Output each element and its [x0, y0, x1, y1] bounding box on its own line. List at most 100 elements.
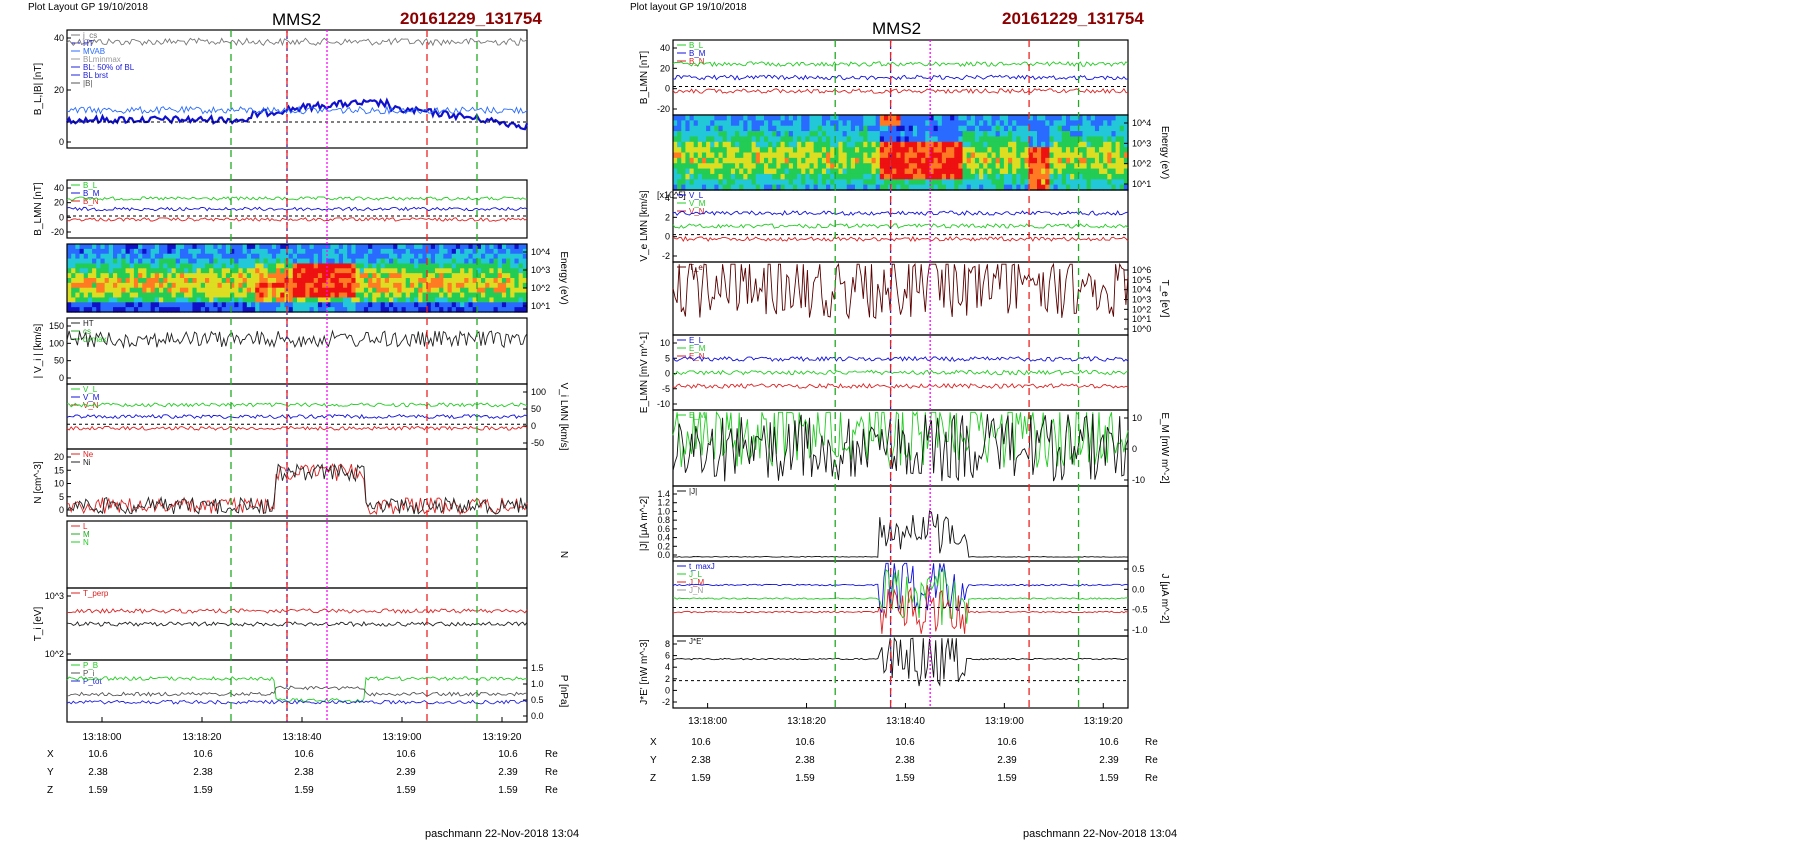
spectrogram-cell — [234, 278, 240, 284]
spectrogram-cell — [850, 157, 856, 164]
spectrogram-cell — [188, 253, 194, 260]
spectrogram-cell — [447, 248, 453, 255]
spectrogram-cell — [892, 152, 897, 159]
spectrogram-cell — [1119, 179, 1125, 186]
spectrogram-cell — [1086, 147, 1092, 154]
spectrogram-cell — [326, 244, 332, 250]
spectrogram-cell — [962, 141, 968, 148]
spectrogram-cell — [439, 253, 444, 260]
spectrogram-cell — [129, 253, 135, 260]
spectrogram-cell — [883, 136, 889, 143]
spectrogram-cell — [979, 125, 984, 132]
spectrogram-cell — [995, 152, 1001, 159]
spectrogram-cell — [751, 179, 757, 186]
spectrogram-cell — [809, 157, 815, 164]
spectrogram-cell — [896, 184, 902, 191]
spectrogram-cell — [826, 147, 831, 154]
spectrogram-cell — [455, 273, 461, 279]
spectrogram-cell — [426, 273, 432, 279]
y-tick-label: 2 — [665, 212, 670, 222]
spectrogram-cell — [987, 131, 993, 138]
spectrogram-cell — [171, 248, 177, 255]
spectrogram-cell — [1074, 173, 1079, 180]
spectrogram-cell — [113, 297, 118, 303]
spectrogram-cell — [351, 248, 357, 255]
spectrogram-cell — [1028, 179, 1034, 186]
spectrogram-cell — [468, 273, 474, 279]
spectrogram-cell — [276, 292, 281, 299]
spectrogram-cell — [179, 287, 185, 294]
y-tick-label: 0.6 — [657, 524, 670, 534]
spectrogram-cell — [468, 282, 474, 289]
spectrogram-cell — [67, 292, 72, 299]
spectrogram-cell — [892, 115, 897, 121]
spectrogram-cell — [489, 258, 495, 265]
spectrogram-cell — [393, 244, 398, 250]
spectrogram-cell — [368, 278, 373, 284]
spectrogram-cell — [809, 173, 815, 180]
spectrogram-cell — [743, 152, 749, 159]
spectrogram-cell — [343, 248, 348, 255]
spectrogram-cell — [784, 173, 790, 180]
spectrogram-cell — [710, 173, 715, 180]
spectrogram-cell — [363, 278, 369, 284]
spectrogram-cell — [439, 282, 444, 289]
spectrogram-cell — [472, 302, 478, 308]
spectrogram-cell — [792, 141, 798, 148]
spectrogram-cell — [925, 115, 931, 121]
spectrogram-cell — [476, 297, 482, 303]
spectrogram-cell — [376, 273, 382, 279]
spectrogram-cell — [154, 248, 160, 255]
y-tick-label: 10 — [660, 338, 670, 348]
spectrogram-cell — [71, 287, 76, 294]
spectrogram-cell — [276, 273, 281, 279]
spectrogram-cell — [117, 263, 122, 269]
spectrogram-cell — [764, 152, 769, 159]
spectrogram-cell — [797, 157, 802, 164]
spectrogram-cell — [821, 141, 827, 148]
spectrogram-cell — [979, 120, 984, 127]
spectrogram-cell — [718, 152, 724, 159]
spectrogram-cell — [67, 244, 72, 250]
spectrogram-cell — [267, 268, 273, 274]
spectrogram-cell — [1012, 173, 1017, 180]
series-line-E_M burst — [672, 413, 1129, 482]
spectrogram-cell — [941, 147, 947, 154]
spectrogram-cell — [79, 292, 85, 299]
spectrogram-cell — [1103, 125, 1108, 132]
spectrogram-cell — [460, 248, 465, 255]
spectrogram-cell — [301, 282, 306, 289]
spectrogram-cell — [485, 302, 490, 308]
spectrogram-cell — [468, 292, 474, 299]
spectrogram-cell — [747, 125, 753, 132]
spectrogram-cell — [1008, 184, 1013, 191]
spectrogram-cell — [842, 168, 848, 175]
spectrogram-cell — [917, 184, 922, 191]
spectrogram-cell — [941, 179, 947, 186]
spectrogram-cell — [788, 163, 794, 170]
spectrogram-cell — [755, 131, 761, 138]
spectrogram-cell — [726, 179, 732, 186]
series-line-P_i — [66, 685, 528, 697]
spectrogram-cell — [418, 253, 424, 260]
spectrogram-cell — [159, 292, 164, 299]
spectrogram-cell — [460, 258, 465, 265]
spectrogram-cell — [896, 163, 902, 170]
spectrogram-cell — [501, 273, 507, 279]
spectrogram-cell — [730, 157, 736, 164]
spectrogram-cell — [846, 120, 852, 127]
legend-label: M — [83, 530, 90, 539]
spectrogram-cell — [970, 173, 976, 180]
spectrogram-cell — [983, 131, 988, 138]
spectrogram-cell — [1061, 131, 1067, 138]
y-tick-label: 4 — [665, 193, 670, 203]
position-row-label: Z — [47, 785, 53, 796]
spectrogram-cell — [1016, 120, 1022, 127]
spectrogram-cell — [108, 273, 114, 279]
spectrogram-cell — [701, 136, 707, 143]
spectrogram-cell — [917, 168, 922, 175]
spectrogram-cell — [96, 282, 102, 289]
spectrogram-cell — [1103, 173, 1108, 180]
spectrogram-cell — [297, 273, 302, 279]
spectrogram-cell — [242, 244, 248, 250]
